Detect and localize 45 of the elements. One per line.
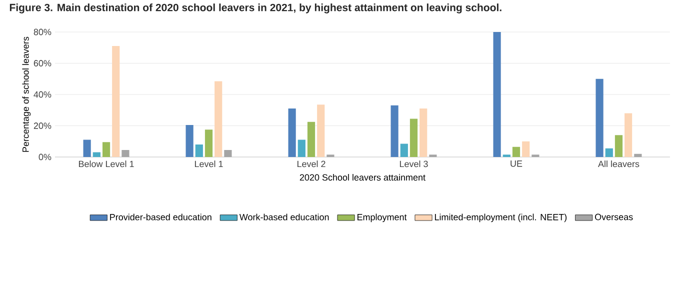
y-axis-title: Percentage of school leavers (22, 36, 31, 152)
legend-label: Limited-employment (incl. NEET) (434, 214, 567, 222)
y-tick-label: 80% (34, 28, 52, 36)
bar (288, 108, 296, 157)
x-tick-label: Level 1 (194, 160, 223, 168)
bar (410, 118, 418, 157)
y-tick-label: 60% (34, 60, 52, 66)
bar (102, 142, 110, 157)
bar (420, 108, 428, 157)
bar (92, 152, 100, 157)
x-tick-label: All leavers (598, 160, 640, 168)
bar (634, 154, 642, 157)
bar (298, 140, 306, 157)
bar (390, 105, 398, 157)
bar (204, 130, 213, 157)
bar (122, 150, 130, 157)
bar (317, 104, 325, 157)
x-tick-label: Level 3 (400, 160, 428, 168)
bar (624, 113, 632, 157)
bar (400, 144, 408, 157)
x-tick-label: UE (510, 160, 522, 167)
y-tick-label: 0% (38, 154, 52, 160)
legend-label: Work-based education (239, 214, 329, 220)
bar (605, 148, 613, 157)
bar (596, 78, 604, 157)
bar (195, 144, 203, 157)
y-tick-label: 20% (34, 122, 52, 129)
bar (614, 135, 623, 157)
bar (493, 32, 501, 157)
bar (186, 124, 194, 157)
x-tick-label: Below Level 1 (78, 160, 134, 168)
bar (83, 140, 91, 157)
bar (224, 150, 232, 157)
bar (112, 46, 120, 157)
legend-label: Provider-based education (110, 214, 212, 220)
bar (522, 141, 530, 157)
legend-label: Overseas (595, 214, 633, 220)
chart-title: Figure 3. Main destination of 2020 school leavers in 2021, by highest attainment on leaving school. (10, 4, 502, 14)
legend-label: Employment (357, 214, 407, 222)
x-axis-title: 2020 School leavers attainment (300, 174, 426, 181)
x-tick-label: Level 2 (297, 160, 326, 168)
bar (214, 81, 222, 157)
bar (512, 146, 520, 157)
bar (307, 122, 316, 157)
y-tick-label: 40% (34, 91, 52, 98)
